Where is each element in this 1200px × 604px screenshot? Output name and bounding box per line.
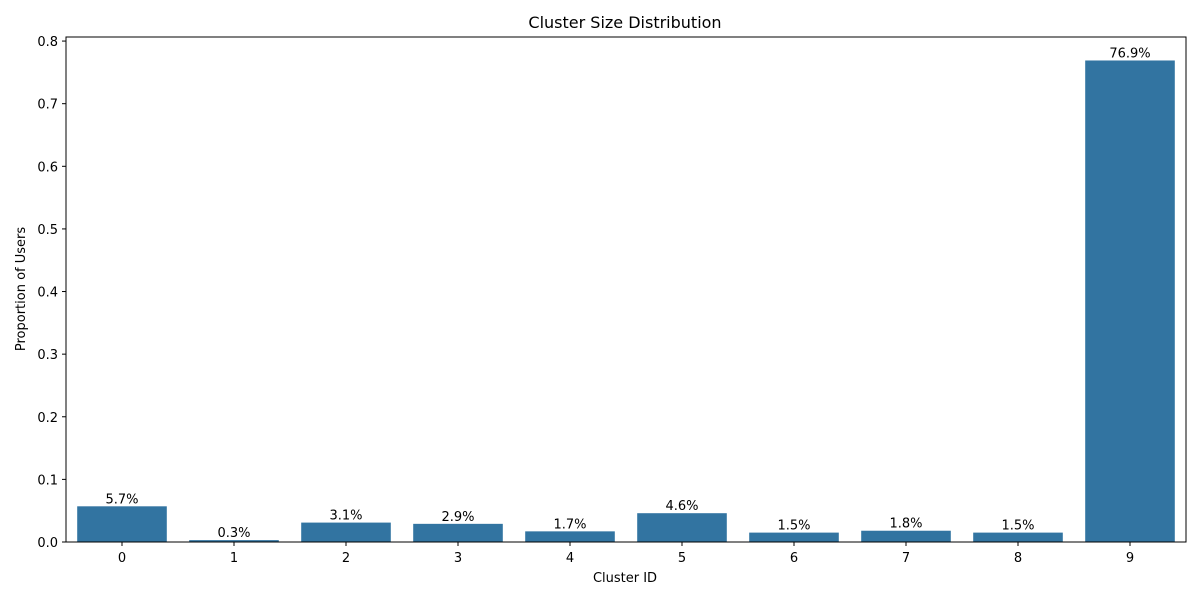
bar-cluster-9 [1085,60,1175,543]
y-tick-label-0.2: 0.2 [37,411,58,426]
x-tick-label-1: 1 [230,551,238,566]
data-label-cluster-5: 4.6% [665,499,698,514]
data-labels-layer: 5.7% 0.3% 3.1% 2.9% 1.7% 4.6% 1.5% 1.8% 1.5% 76.9… [105,46,1150,541]
data-label-cluster-1: 0.3% [217,526,250,541]
x-tick-label-9: 9 [1126,551,1134,566]
data-label-cluster-0: 5.7% [105,492,138,507]
bar-cluster-6 [749,532,839,542]
bars-layer [77,60,1175,543]
data-label-cluster-6: 1.5% [777,519,810,534]
x-tick-label-8: 8 [1014,551,1022,566]
x-tick-label-4: 4 [566,551,574,566]
y-tick-label-0.5: 0.5 [37,223,58,238]
data-label-cluster-2: 3.1% [329,509,362,524]
y-axis: 0.0 0.1 0.2 0.3 0.4 0.5 0.6 0.7 0.8 [37,35,66,551]
bar-cluster-4 [525,531,615,542]
x-axis-title: Cluster ID [593,571,657,586]
x-tick-label-6: 6 [790,551,798,566]
y-tick-label-0.4: 0.4 [37,286,58,301]
x-tick-label-5: 5 [678,551,686,566]
x-tick-label-7: 7 [902,551,910,566]
y-tick-label-0.3: 0.3 [37,348,58,363]
y-tick-label-0.1: 0.1 [37,473,58,488]
plot-frame [65,36,1187,543]
x-tick-label-0: 0 [118,551,126,566]
x-tick-label-3: 3 [454,551,462,566]
chart-title: Cluster Size Distribution [528,13,721,32]
data-label-cluster-3: 2.9% [441,510,474,525]
y-axis-title: Proportion of Users [14,227,29,352]
data-label-cluster-9: 76.9% [1109,46,1150,61]
bar-cluster-7 [861,530,951,542]
bar-cluster-3 [413,523,503,542]
bar-cluster-5 [637,513,727,542]
data-label-cluster-7: 1.8% [889,517,922,532]
x-tick-label-2: 2 [342,551,350,566]
x-axis: 0 1 2 3 4 5 6 7 8 9 [118,542,1134,566]
y-tick-label-0.6: 0.6 [37,160,58,175]
data-label-cluster-8: 1.5% [1001,519,1034,534]
data-label-cluster-4: 1.7% [553,517,586,532]
bar-cluster-1 [189,540,279,542]
bar-cluster-8 [973,532,1063,542]
bar-cluster-2 [301,522,391,542]
y-tick-label-0.0: 0.0 [37,536,58,551]
y-tick-label-0.8: 0.8 [37,35,58,50]
y-tick-label-0.7: 0.7 [37,98,58,113]
bar-cluster-0 [77,506,167,542]
